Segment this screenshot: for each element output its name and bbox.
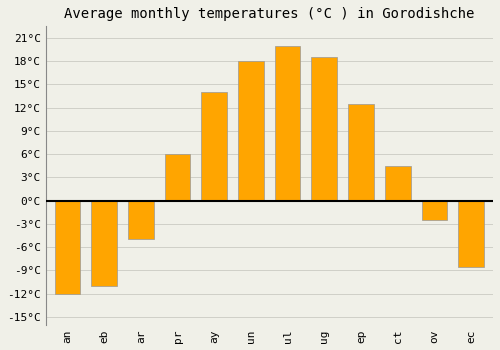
Bar bbox=[202, 92, 227, 201]
Bar bbox=[165, 154, 190, 201]
Bar bbox=[312, 57, 337, 201]
Title: Average monthly temperatures (°C ) in Gorodishche: Average monthly temperatures (°C ) in Go… bbox=[64, 7, 474, 21]
Bar bbox=[238, 61, 264, 201]
Bar bbox=[348, 104, 374, 201]
Bar bbox=[54, 201, 80, 294]
Bar bbox=[458, 201, 484, 267]
Bar bbox=[128, 201, 154, 239]
Bar bbox=[422, 201, 447, 220]
Bar bbox=[385, 166, 410, 201]
Bar bbox=[92, 201, 117, 286]
Bar bbox=[275, 46, 300, 201]
